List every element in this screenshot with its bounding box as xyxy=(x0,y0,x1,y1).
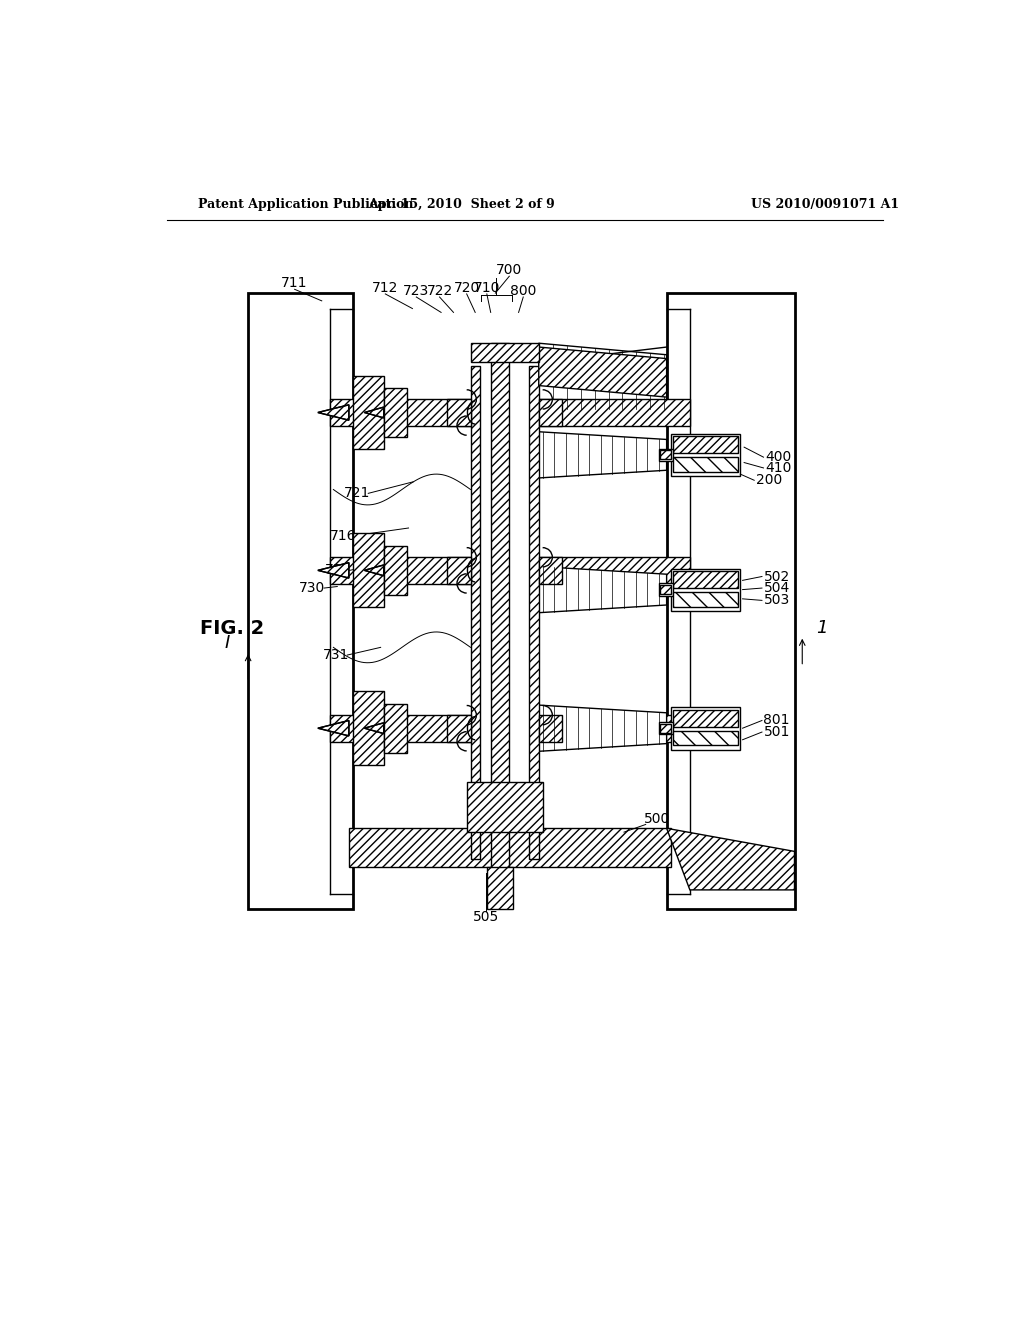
Bar xyxy=(471,343,539,363)
Text: 731: 731 xyxy=(323,648,349,663)
Bar xyxy=(447,400,471,426)
Bar xyxy=(529,367,539,859)
Polygon shape xyxy=(539,347,667,397)
Text: US 2010/0091071 A1: US 2010/0091071 A1 xyxy=(752,198,899,211)
Bar xyxy=(673,457,738,471)
Polygon shape xyxy=(539,432,667,478)
Text: 502: 502 xyxy=(764,569,790,583)
Text: 410: 410 xyxy=(765,461,792,475)
Bar xyxy=(384,545,407,595)
Bar xyxy=(539,715,690,742)
Text: 505: 505 xyxy=(473,909,499,924)
Polygon shape xyxy=(539,343,667,409)
Polygon shape xyxy=(365,407,384,418)
Bar xyxy=(352,376,384,449)
Polygon shape xyxy=(539,566,667,612)
Bar xyxy=(471,367,480,859)
Polygon shape xyxy=(365,723,384,734)
Polygon shape xyxy=(317,562,349,578)
Text: Patent Application Publication: Patent Application Publication xyxy=(198,198,414,211)
Bar xyxy=(658,583,673,595)
Bar xyxy=(539,557,690,585)
Text: 722: 722 xyxy=(426,284,453,298)
Bar xyxy=(407,722,471,734)
Text: 200: 200 xyxy=(756,474,782,487)
Text: 716: 716 xyxy=(330,529,356,543)
Bar xyxy=(660,450,672,459)
Bar xyxy=(671,434,740,477)
Bar xyxy=(539,557,562,585)
Text: 800: 800 xyxy=(510,284,537,298)
Bar xyxy=(490,343,509,882)
Text: 504: 504 xyxy=(764,581,790,595)
Polygon shape xyxy=(317,405,349,420)
Bar xyxy=(658,722,673,734)
Bar xyxy=(673,591,738,607)
Bar xyxy=(248,293,352,909)
Polygon shape xyxy=(667,829,795,890)
Bar xyxy=(660,585,672,594)
Bar xyxy=(407,564,471,577)
Bar xyxy=(447,557,471,585)
Bar xyxy=(539,715,562,742)
Bar xyxy=(330,400,471,426)
Bar xyxy=(352,692,384,766)
Bar xyxy=(447,715,471,742)
Text: 801: 801 xyxy=(764,714,790,727)
Bar xyxy=(671,708,740,750)
Bar xyxy=(671,569,740,611)
Bar xyxy=(673,572,738,589)
Text: 503: 503 xyxy=(764,594,790,607)
Bar xyxy=(658,449,673,461)
Bar xyxy=(673,710,738,726)
Bar xyxy=(330,557,471,585)
Bar xyxy=(539,400,690,426)
Text: 710: 710 xyxy=(474,281,500,294)
Text: 732: 732 xyxy=(325,564,351,577)
Text: FIG. 2: FIG. 2 xyxy=(201,619,265,638)
Bar xyxy=(352,533,384,607)
Bar xyxy=(330,715,471,742)
Bar xyxy=(384,704,407,752)
Bar xyxy=(349,829,671,867)
Polygon shape xyxy=(539,705,667,751)
Text: 1: 1 xyxy=(816,619,827,638)
Text: 501: 501 xyxy=(764,725,790,739)
Text: I: I xyxy=(224,635,229,652)
Text: 721: 721 xyxy=(343,486,370,500)
Text: 730: 730 xyxy=(299,581,326,595)
Bar xyxy=(384,388,407,437)
Polygon shape xyxy=(317,721,349,737)
Bar xyxy=(467,781,543,832)
Bar xyxy=(660,723,672,733)
Text: 711: 711 xyxy=(282,276,308,290)
Bar xyxy=(407,407,471,418)
Text: 400: 400 xyxy=(765,450,792,465)
Text: 500: 500 xyxy=(644,812,671,826)
Text: 712: 712 xyxy=(372,281,398,294)
Bar xyxy=(673,730,738,744)
Text: Apr. 15, 2010  Sheet 2 of 9: Apr. 15, 2010 Sheet 2 of 9 xyxy=(368,198,555,211)
Bar xyxy=(486,867,513,909)
Text: 720: 720 xyxy=(454,281,480,294)
Text: 723: 723 xyxy=(403,284,429,298)
Bar xyxy=(673,437,738,453)
Bar xyxy=(539,400,562,426)
Polygon shape xyxy=(365,565,384,576)
Bar xyxy=(667,293,795,909)
Text: 700: 700 xyxy=(497,263,522,277)
